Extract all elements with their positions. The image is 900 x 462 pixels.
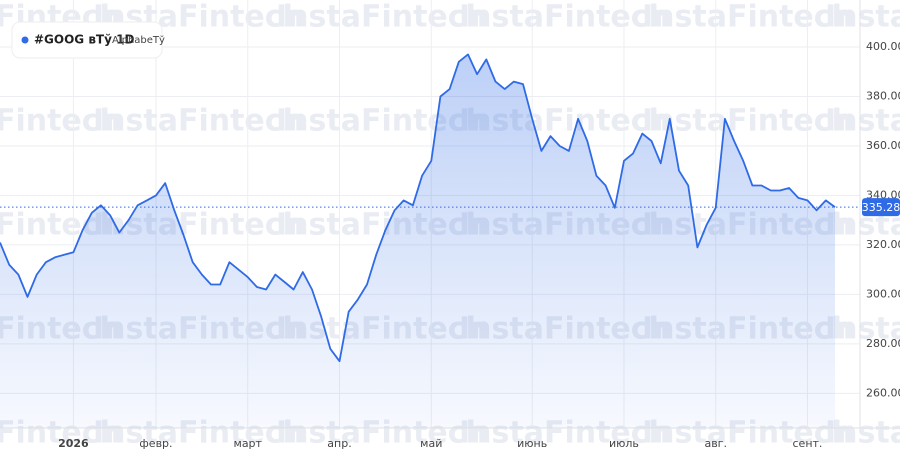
- y-tick-label: 320.00: [866, 238, 900, 251]
- x-tick-label: март: [234, 437, 263, 450]
- area-fill: [0, 54, 835, 429]
- watermark: InstaFintech: [459, 0, 670, 35]
- watermark: InstaFintech: [276, 0, 487, 35]
- y-tick-label: 260.00: [866, 386, 900, 399]
- x-tick-label: апр.: [327, 437, 351, 450]
- last-price-label: 335.28: [862, 201, 900, 214]
- last-price-box: [862, 198, 900, 217]
- x-tick-label: май: [420, 437, 442, 450]
- legend-dot: [21, 36, 29, 44]
- y-tick-label: 380.00: [866, 89, 900, 102]
- y-tick-label: 360.00: [866, 139, 900, 152]
- legend: #GOOG вТў 1D AlphabeТў: [11, 21, 165, 59]
- watermark: InstaFintech: [642, 104, 853, 139]
- watermark: InstaFintech: [825, 416, 900, 451]
- watermark: InstaFintech: [825, 0, 900, 35]
- watermark: InstaFintech: [642, 0, 853, 35]
- x-tick-label: июнь: [517, 437, 547, 450]
- x-tick-label: июль: [609, 437, 639, 450]
- legend-name: AlphabeТў: [112, 34, 165, 46]
- watermark: InstaFintech: [93, 104, 304, 139]
- y-tick-label: 400.00: [866, 40, 900, 53]
- x-tick-label: сент.: [793, 437, 823, 450]
- y-tick-label: 280.00: [866, 337, 900, 350]
- watermark: InstaFintech: [0, 104, 121, 139]
- x-tick-label: 2026: [58, 437, 89, 450]
- x-tick-label: авг.: [704, 437, 727, 450]
- price-line: [0, 53, 836, 363]
- watermark: InstaFintech: [825, 104, 900, 139]
- x-tick-label: февр.: [139, 437, 172, 450]
- legend-symbol: #GOOG вТў 1D: [34, 33, 134, 47]
- legend-box: [11, 21, 163, 59]
- y-tick-label: 300.00: [866, 287, 900, 300]
- watermark: InstaFintech: [825, 312, 900, 347]
